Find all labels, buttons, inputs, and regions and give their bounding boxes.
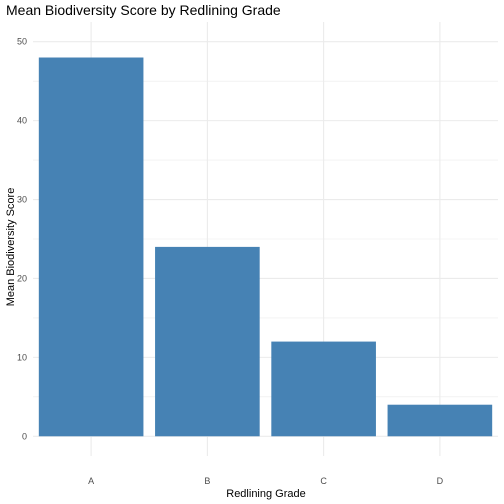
x-axis-ticks: A B C D [88, 476, 444, 486]
y-tick-label: 30 [17, 195, 27, 205]
bar-b [155, 246, 260, 437]
bar-a [38, 57, 144, 437]
y-axis-title: Mean Biodiversity Score [5, 188, 17, 307]
x-tick-label: D [437, 476, 444, 486]
y-tick-label: 20 [17, 273, 27, 283]
x-tick-label: B [204, 476, 210, 486]
bar-d [387, 404, 493, 437]
y-axis-ticks: 0 10 20 30 40 50 [17, 37, 27, 442]
x-tick-label: C [320, 476, 327, 486]
x-axis-title: Redlining Grade [226, 488, 306, 500]
y-tick-label: 50 [17, 37, 27, 47]
bar-c [271, 341, 376, 437]
x-tick-label: A [88, 476, 94, 486]
y-tick-label: 0 [22, 431, 27, 441]
y-tick-label: 40 [17, 116, 27, 126]
chart-title: Mean Biodiversity Score by Redlining Gra… [6, 2, 281, 18]
y-tick-label: 10 [17, 352, 27, 362]
bars [38, 57, 493, 437]
